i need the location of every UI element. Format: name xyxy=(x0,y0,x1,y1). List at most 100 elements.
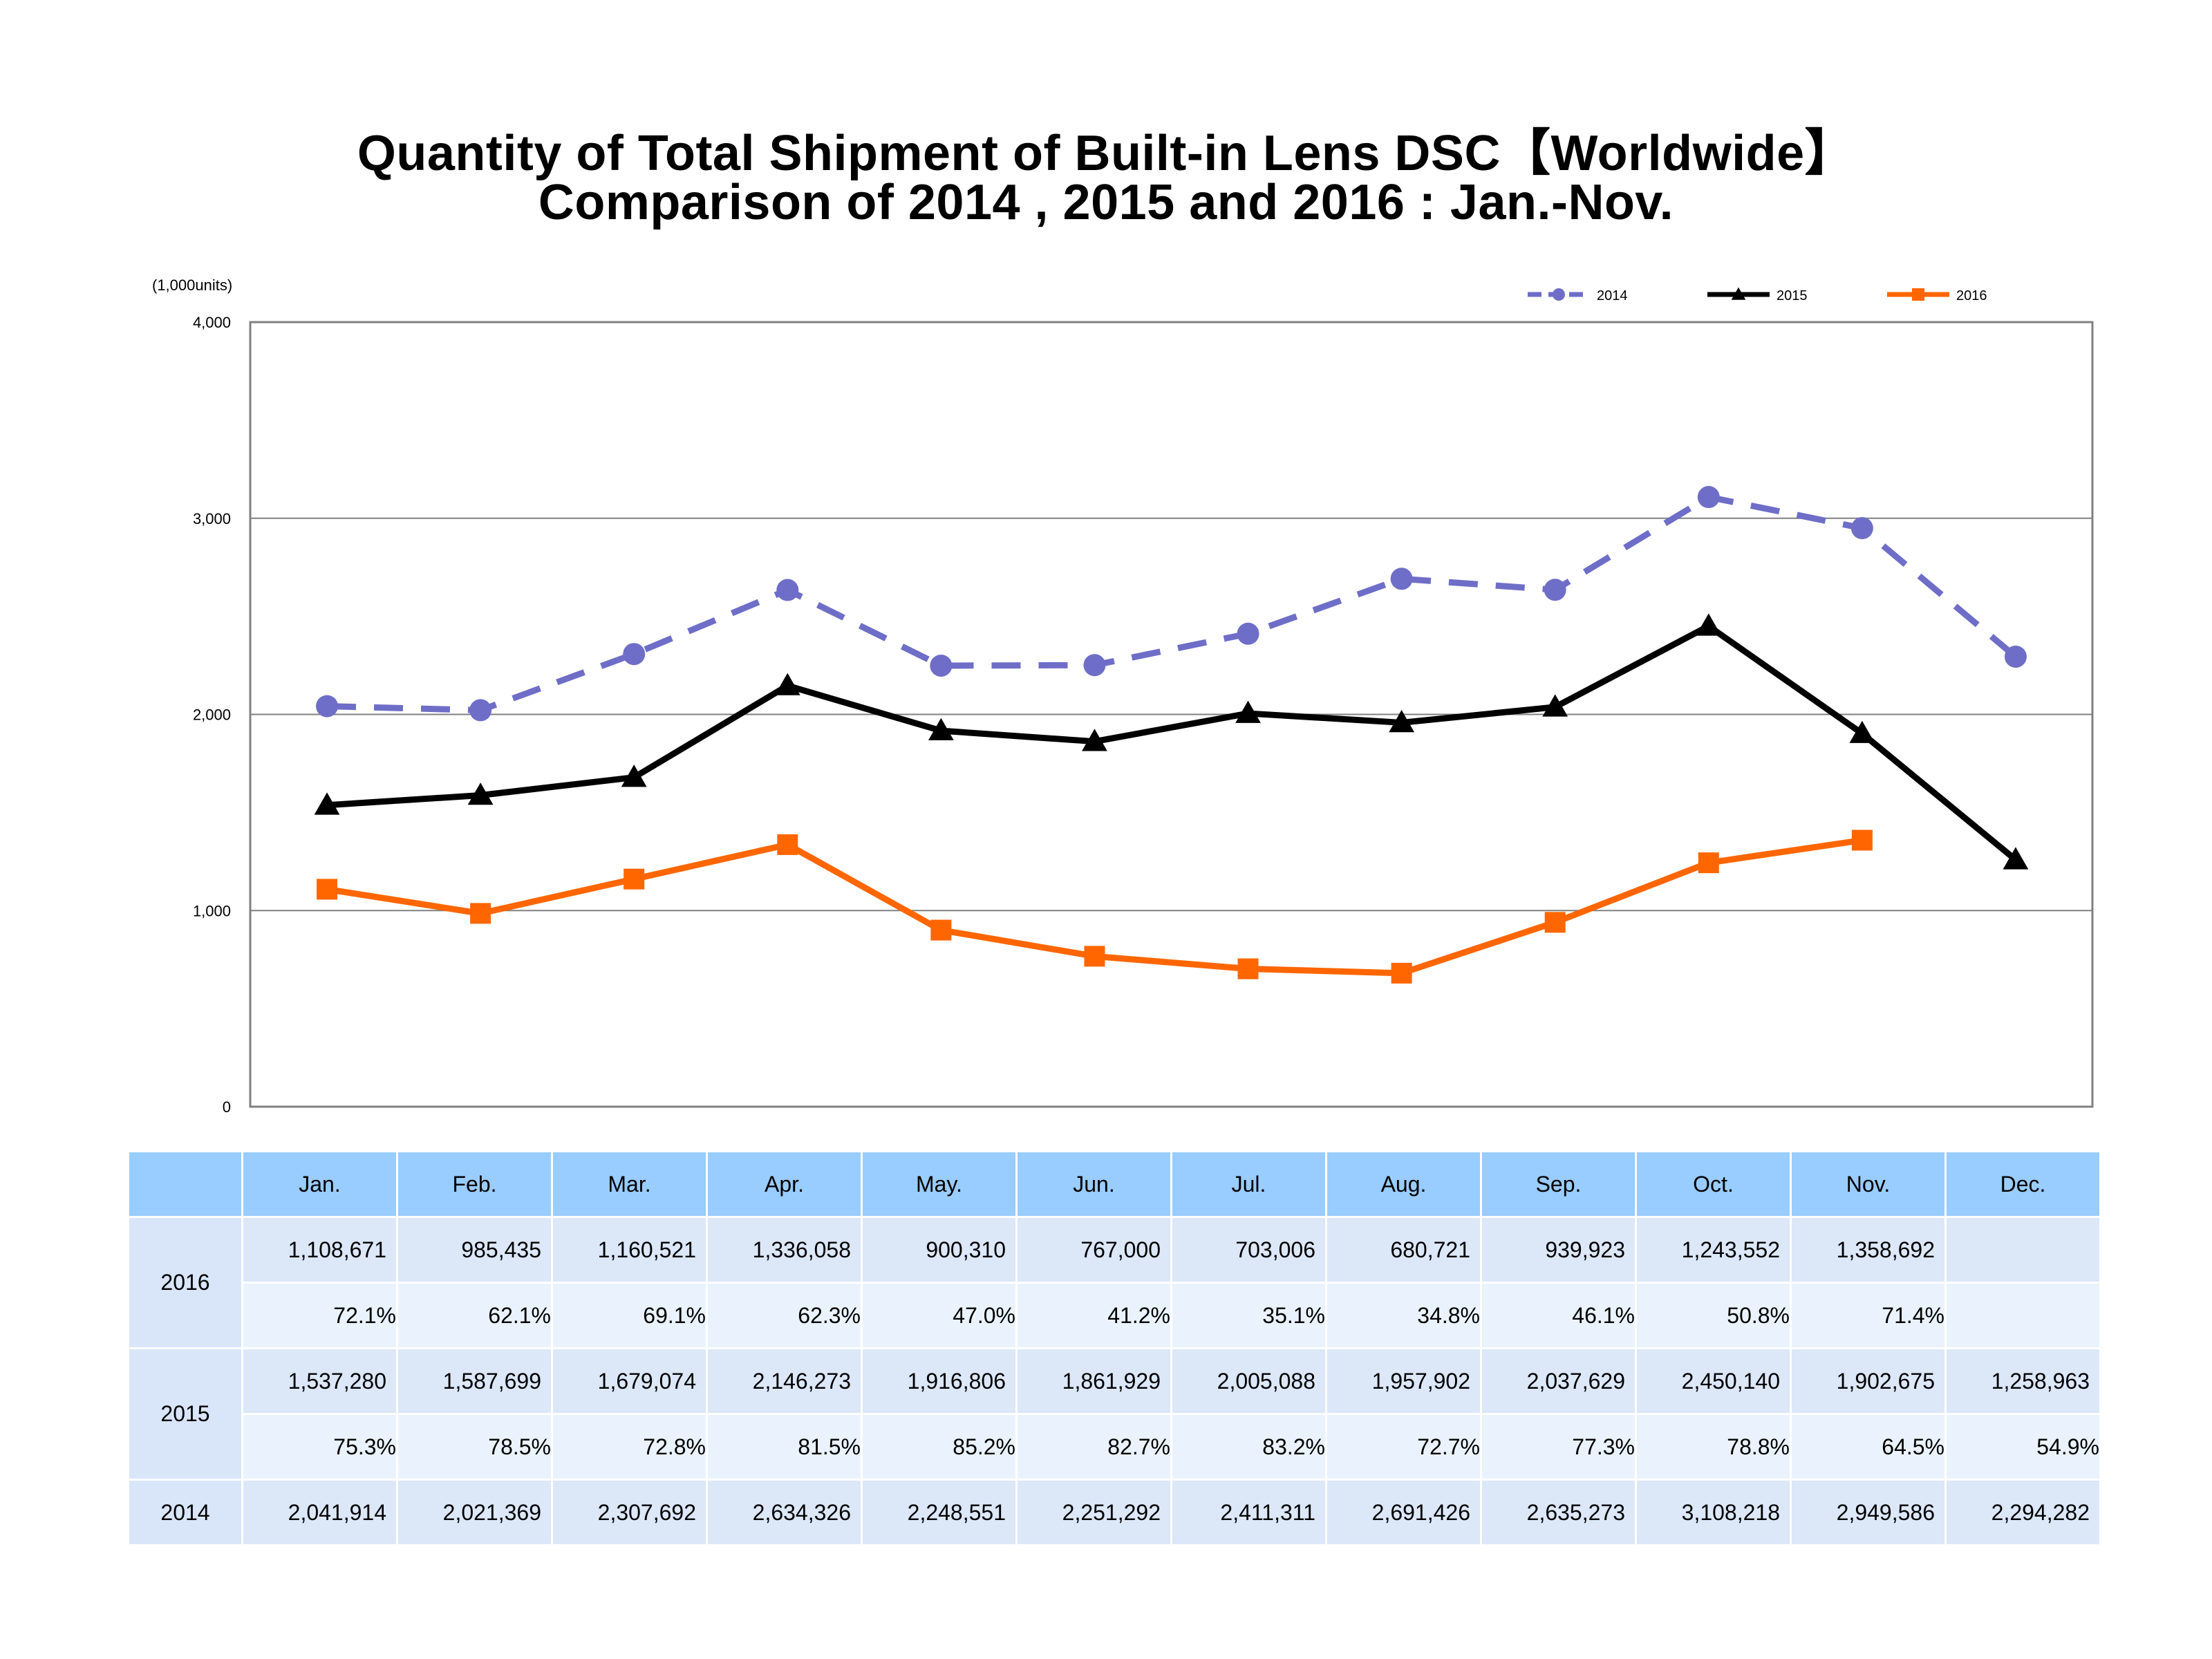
data-point-2016 xyxy=(1851,830,1873,851)
series-2015 xyxy=(314,613,2029,870)
month-header: Sep. xyxy=(1480,1150,1637,1218)
month-header: Nov. xyxy=(1790,1150,1947,1218)
month-header: May. xyxy=(861,1150,1018,1218)
shipment-value: 1,957,902 xyxy=(1325,1347,1482,1415)
data-point-2014 xyxy=(1544,579,1566,601)
data-point-2014 xyxy=(1083,654,1106,677)
table-row: 2014 2,041,914 2,021,369 2,307,692 2,634,326… xyxy=(127,1479,2101,1546)
month-header: Aug. xyxy=(1325,1150,1482,1218)
data-point-2014 xyxy=(1697,486,1720,509)
shipment-value: 2,037,629 xyxy=(1480,1347,1637,1415)
series-line-2014 xyxy=(326,494,2018,713)
legend: 2014 2015 2016 xyxy=(1528,287,1987,303)
percent-value: 72.1% xyxy=(241,1282,398,1349)
y-tick-label: 4,000 xyxy=(193,314,231,331)
month-header: Jan. xyxy=(241,1150,398,1218)
percent-value: 62.1% xyxy=(396,1282,553,1349)
legend-label: 2015 xyxy=(1777,288,1808,303)
data-point-2015 xyxy=(1389,710,1415,733)
percent-value: 72.7% xyxy=(1325,1413,1482,1481)
shipment-value: 2,005,088 xyxy=(1170,1347,1327,1415)
data-point-2015 xyxy=(928,718,954,740)
shipment-value: 2,411,311 xyxy=(1170,1479,1327,1546)
shipment-value: 2,450,140 xyxy=(1635,1347,1792,1415)
shipment-value: 2,635,273 xyxy=(1480,1479,1637,1546)
data-table: Jan. Feb. Mar. Apr. May. Jun. Jul. Aug. Sep. Oct.… xyxy=(127,1150,2101,1546)
percent-value: 54.9% xyxy=(1944,1413,2101,1481)
data-point-2016 xyxy=(470,903,491,924)
data-point-2016 xyxy=(1544,912,1566,933)
shipment-value: 2,949,586 xyxy=(1790,1479,1947,1546)
shipment-value xyxy=(1944,1216,2101,1284)
shipment-value: 1,258,963 xyxy=(1944,1347,2101,1415)
series-line-2015 xyxy=(326,623,2018,863)
data-point-2014 xyxy=(930,654,953,677)
shipment-value: 1,358,692 xyxy=(1790,1216,1947,1284)
data-point-2015 xyxy=(1696,613,1722,636)
shipment-value: 1,160,521 xyxy=(551,1216,708,1284)
month-header: Feb. xyxy=(396,1150,553,1218)
shipment-value: 1,587,699 xyxy=(396,1347,553,1415)
legend-label: 2016 xyxy=(1956,288,1987,303)
data-point-2014 xyxy=(776,579,799,601)
shipment-value: 939,923 xyxy=(1480,1216,1637,1284)
y-axis: 0 1,000 2,000 3,000 4,000 xyxy=(193,314,231,1116)
shipment-value: 2,294,282 xyxy=(1944,1479,2101,1546)
legend-item-2015: 2015 xyxy=(1707,287,1808,303)
y-tick-label: 2,000 xyxy=(193,706,231,724)
data-point-2014 xyxy=(2004,645,2027,668)
percent-value: 35.1% xyxy=(1170,1282,1327,1349)
chart-title-line1: Quantity of Total Shipment of Built-in L… xyxy=(357,126,1855,181)
series-2014 xyxy=(316,486,2027,722)
percent-value: 83.2% xyxy=(1170,1413,1327,1481)
percent-value: 78.8% xyxy=(1635,1413,1792,1481)
shipment-value: 2,251,292 xyxy=(1015,1479,1172,1546)
percent-value: 78.5% xyxy=(396,1413,553,1481)
percent-value: 62.3% xyxy=(706,1282,863,1349)
shipment-value: 2,041,914 xyxy=(241,1479,398,1546)
shipment-value: 2,021,369 xyxy=(396,1479,553,1546)
shipment-value: 985,435 xyxy=(396,1216,553,1284)
legend-item-2016: 2016 xyxy=(1887,288,1987,303)
shipment-value: 2,307,692 xyxy=(551,1479,708,1546)
data-point-2015 xyxy=(1082,729,1107,751)
data-point-2016 xyxy=(1391,962,1412,984)
data-point-2016 xyxy=(624,868,645,890)
legend-marker xyxy=(1553,288,1565,301)
shipment-value: 1,537,280 xyxy=(241,1347,398,1415)
table-header-row: Jan. Feb. Mar. Apr. May. Jun. Jul. Aug. Sep. Oct.… xyxy=(127,1150,2101,1218)
data-point-2015 xyxy=(621,765,647,787)
percent-value: 82.7% xyxy=(1015,1413,1172,1481)
percent-value: 72.8% xyxy=(551,1413,708,1481)
legend-marker xyxy=(1912,288,1924,301)
data-point-2016 xyxy=(777,834,798,855)
percent-value: 50.8% xyxy=(1635,1282,1792,1349)
data-point-2014 xyxy=(316,695,339,718)
data-point-2015 xyxy=(1849,720,1875,743)
data-point-2014 xyxy=(1390,568,1413,590)
shipment-value: 900,310 xyxy=(861,1216,1018,1284)
shipment-value: 703,006 xyxy=(1170,1216,1327,1284)
data-point-2015 xyxy=(774,673,800,695)
shipment-value: 1,679,074 xyxy=(551,1347,708,1415)
percent-value: 64.5% xyxy=(1790,1413,1947,1481)
shipment-value: 767,000 xyxy=(1015,1216,1172,1284)
legend-item-2014: 2014 xyxy=(1528,288,1628,303)
shipment-value: 1,916,806 xyxy=(861,1347,1018,1415)
month-header: Dec. xyxy=(1944,1150,2101,1218)
series-2016 xyxy=(317,830,1873,984)
data-point-2015 xyxy=(2003,847,2029,870)
percent-value: 47.0% xyxy=(861,1282,1018,1349)
shipment-value: 680,721 xyxy=(1325,1216,1482,1284)
data-point-2014 xyxy=(1850,517,1873,540)
grid-lines xyxy=(250,517,2092,912)
data-point-2015 xyxy=(314,792,340,815)
shipment-value: 1,902,675 xyxy=(1790,1347,1947,1415)
data-point-2014 xyxy=(469,699,492,722)
shipment-value: 2,146,273 xyxy=(706,1347,863,1415)
table-row-percent: 72.1% 62.1% 69.1% 62.3% 47.0% 41.2% 35.1% 34.8%… xyxy=(129,1282,2101,1349)
percent-value xyxy=(1944,1282,2101,1349)
data-point-2014 xyxy=(1237,622,1259,645)
shipment-value: 1,861,929 xyxy=(1015,1347,1172,1415)
month-header: Jul. xyxy=(1170,1150,1327,1218)
